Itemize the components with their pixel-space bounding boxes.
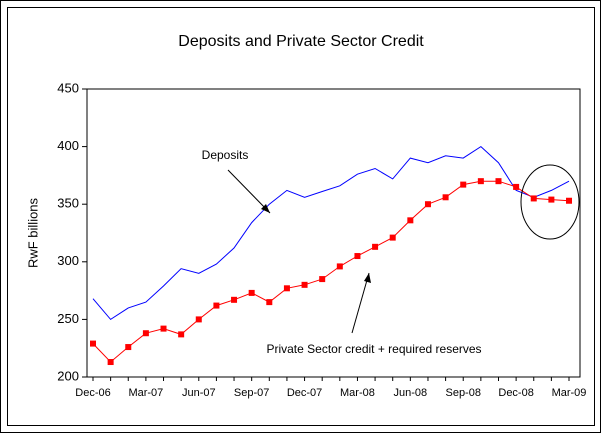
x-tick-label: Dec-07 bbox=[287, 387, 322, 399]
x-tick-label: Sep-08 bbox=[445, 387, 480, 399]
marker bbox=[125, 344, 132, 351]
chart-title: Deposits and Private Sector Credit bbox=[178, 33, 424, 50]
marker bbox=[283, 285, 290, 292]
marker bbox=[301, 281, 308, 288]
marker bbox=[460, 181, 467, 188]
marker bbox=[142, 330, 149, 337]
y-tick-label: 300 bbox=[57, 253, 79, 268]
marker bbox=[389, 234, 396, 241]
annotation: Deposits bbox=[202, 148, 249, 162]
marker bbox=[107, 359, 114, 366]
marker bbox=[495, 178, 502, 185]
y-tick-label: 450 bbox=[57, 80, 79, 95]
marker bbox=[372, 243, 379, 250]
marker bbox=[319, 276, 326, 283]
y-tick-label: 350 bbox=[57, 196, 79, 211]
marker bbox=[424, 201, 431, 208]
annotation: Private Sector credit + required reserve… bbox=[266, 342, 481, 356]
x-tick-label: Jun-08 bbox=[394, 387, 428, 399]
marker bbox=[248, 289, 255, 296]
marker bbox=[336, 263, 343, 270]
plot-frame bbox=[86, 88, 581, 378]
marker bbox=[195, 316, 202, 323]
y-tick-label: 250 bbox=[57, 311, 79, 326]
marker bbox=[513, 183, 520, 190]
arrow-head bbox=[261, 204, 270, 213]
marker bbox=[231, 296, 238, 303]
x-tick-label: Dec-06 bbox=[75, 387, 110, 399]
marker bbox=[407, 217, 414, 224]
marker bbox=[548, 196, 555, 203]
marker bbox=[442, 194, 449, 201]
marker bbox=[266, 299, 273, 306]
arrow bbox=[351, 272, 370, 334]
plot-area: 200 250 300 350 400 450 Dec-06 Mar-07 Jun-07 Sep-… bbox=[57, 80, 586, 398]
x-tick-label: Sep-07 bbox=[234, 387, 269, 399]
x-tick-label: Dec-08 bbox=[498, 387, 533, 399]
x-tick-label: Mar-08 bbox=[340, 387, 375, 399]
y-tick-label: 200 bbox=[57, 368, 79, 383]
y-tick-label: 400 bbox=[57, 138, 79, 153]
marker bbox=[566, 197, 573, 204]
series-line bbox=[92, 145, 570, 321]
y-axis-label: RwF billions bbox=[25, 197, 40, 268]
highlight-ellipse bbox=[520, 164, 580, 240]
arrow-head bbox=[364, 273, 371, 283]
marker bbox=[90, 340, 96, 347]
arrow bbox=[227, 169, 271, 214]
marker bbox=[530, 195, 537, 202]
marker bbox=[213, 302, 220, 309]
marker bbox=[178, 331, 185, 338]
marker bbox=[160, 325, 167, 332]
marker bbox=[477, 178, 484, 185]
series-line bbox=[92, 180, 570, 363]
marker bbox=[354, 253, 361, 260]
chart-frame bbox=[7, 7, 595, 426]
x-tick-label: Mar-07 bbox=[128, 387, 163, 399]
x-tick-label: Jun-07 bbox=[182, 387, 216, 399]
x-tick-label: Mar-09 bbox=[552, 387, 587, 399]
